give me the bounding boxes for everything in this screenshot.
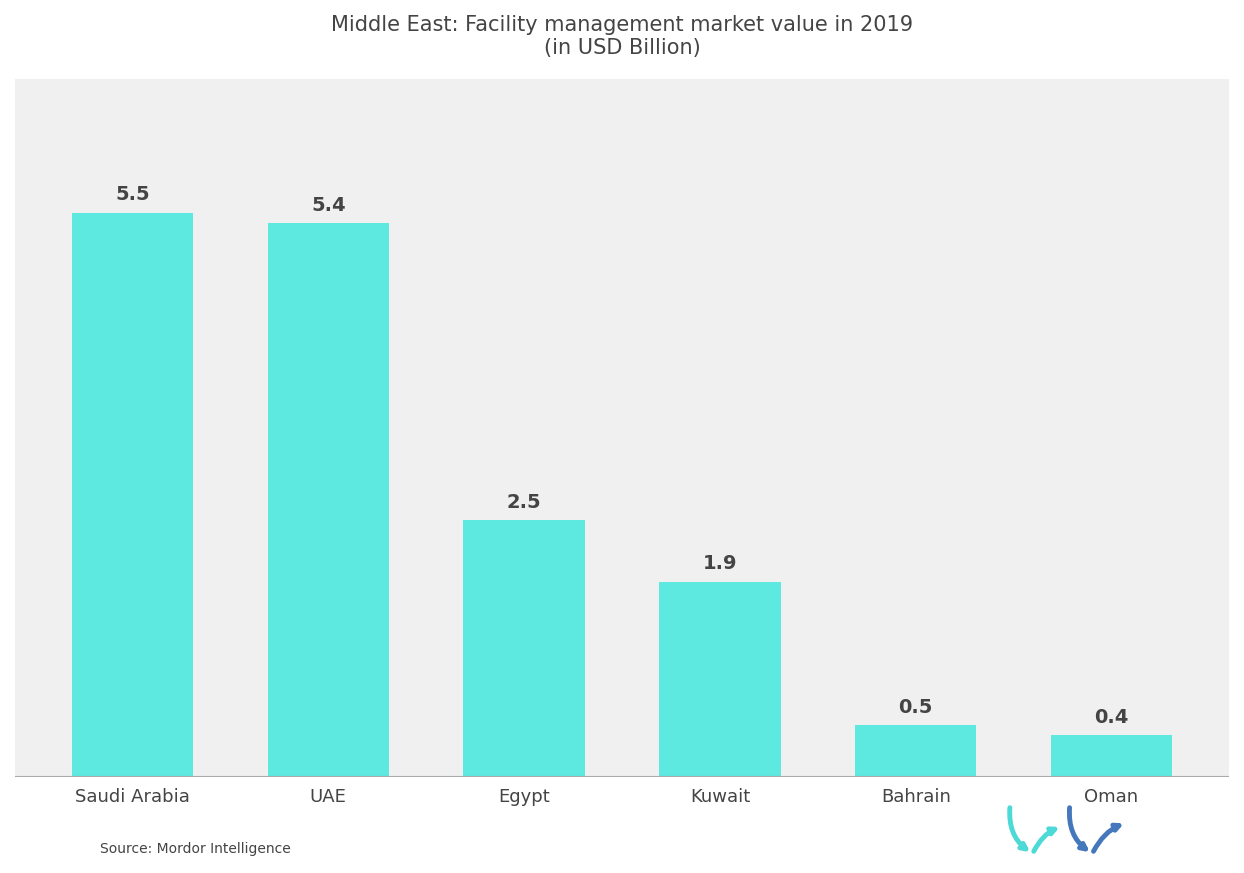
Bar bbox=[855, 725, 977, 776]
Text: 5.4: 5.4 bbox=[311, 196, 346, 215]
Text: 0.4: 0.4 bbox=[1095, 708, 1128, 727]
Text: 0.5: 0.5 bbox=[898, 698, 933, 717]
Title: Middle East: Facility management market value in 2019
(in USD Billion): Middle East: Facility management market … bbox=[331, 15, 913, 58]
Text: 5.5: 5.5 bbox=[116, 185, 149, 204]
Text: 2.5: 2.5 bbox=[506, 493, 541, 512]
Bar bbox=[72, 212, 193, 776]
Bar bbox=[659, 581, 780, 776]
Bar bbox=[267, 223, 389, 776]
Bar bbox=[464, 520, 585, 776]
Bar bbox=[1051, 735, 1172, 776]
Text: Source: Mordor Intelligence: Source: Mordor Intelligence bbox=[100, 842, 290, 856]
Text: 1.9: 1.9 bbox=[703, 554, 738, 574]
